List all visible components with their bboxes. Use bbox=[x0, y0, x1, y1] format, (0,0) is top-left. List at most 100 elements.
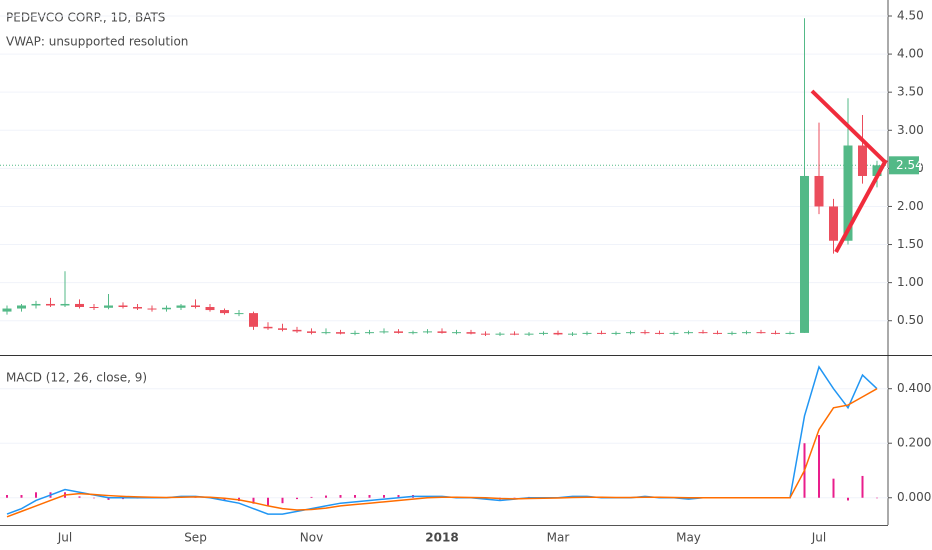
candle-body bbox=[75, 303, 84, 308]
histogram-bar bbox=[368, 495, 371, 498]
histogram-bar bbox=[296, 497, 298, 500]
candle-body bbox=[684, 332, 693, 334]
candle-body bbox=[771, 332, 780, 334]
y-tick-label: 0.4000 bbox=[897, 381, 932, 395]
histogram-bar bbox=[267, 497, 269, 506]
x-tick-label: May bbox=[676, 531, 701, 545]
candle-body bbox=[191, 305, 200, 308]
candle-body bbox=[524, 333, 534, 335]
candle-body bbox=[756, 332, 766, 334]
candle-body bbox=[17, 305, 26, 309]
candle-body bbox=[539, 332, 548, 334]
candle-body bbox=[2, 308, 12, 312]
candle-body bbox=[104, 305, 113, 308]
candle-body bbox=[350, 332, 360, 334]
candle-body bbox=[814, 175, 824, 207]
x-tick-label: Jul bbox=[811, 531, 826, 545]
x-tick-label: Nov bbox=[300, 531, 323, 545]
candle-body bbox=[481, 333, 490, 335]
y-tick-label: 4.50 bbox=[897, 8, 924, 22]
histogram-bar bbox=[35, 492, 37, 498]
candle-body bbox=[408, 332, 418, 334]
histogram-bar bbox=[876, 497, 878, 499]
y-tick-label: 3.50 bbox=[897, 85, 924, 99]
candle-body bbox=[147, 308, 157, 310]
candle-body bbox=[234, 313, 244, 315]
indicator-label: VWAP: unsupported resolution bbox=[6, 35, 188, 49]
candle-body bbox=[162, 307, 171, 310]
x-tick-label: 2018 bbox=[425, 531, 458, 545]
candle-body bbox=[394, 331, 403, 333]
histogram-bar bbox=[339, 495, 342, 498]
y-tick-label: 4.00 bbox=[897, 47, 924, 61]
candle-body bbox=[510, 333, 519, 335]
candle-body bbox=[495, 333, 505, 335]
last-price-label: 2.54 bbox=[896, 158, 923, 172]
y-tick-label: 3.00 bbox=[897, 123, 924, 137]
candle-body bbox=[597, 332, 606, 334]
candle-body bbox=[176, 305, 186, 308]
trend-lines bbox=[810, 89, 888, 253]
histogram-bar bbox=[397, 495, 400, 498]
histogram-bar bbox=[281, 497, 284, 504]
candle-body bbox=[452, 332, 461, 334]
candle-body bbox=[626, 332, 635, 334]
candle-body bbox=[466, 332, 476, 334]
candle-body bbox=[742, 332, 751, 334]
histogram-bar bbox=[354, 495, 356, 498]
candle-body bbox=[640, 332, 650, 334]
candle-body bbox=[379, 331, 389, 333]
y-tick-label: 1.00 bbox=[897, 275, 924, 289]
candle-body bbox=[118, 305, 128, 308]
macd-line bbox=[6, 388, 878, 518]
candle-body bbox=[365, 332, 374, 334]
candle-body bbox=[336, 332, 345, 334]
histogram-bar bbox=[252, 497, 255, 504]
y-tick-label: 2.00 bbox=[897, 199, 924, 213]
histogram-bar bbox=[818, 435, 820, 498]
candle-body bbox=[872, 165, 882, 176]
candle-body bbox=[843, 145, 853, 241]
x-tick-label: Sep bbox=[184, 531, 207, 545]
histogram-bar bbox=[107, 497, 110, 500]
candle-body bbox=[292, 329, 302, 332]
chart-title: PEDEVCO CORP., 1D, BATS bbox=[6, 11, 165, 25]
histogram-bar bbox=[847, 497, 849, 501]
histogram-bar bbox=[861, 475, 864, 498]
histogram-bar bbox=[93, 497, 95, 499]
candle-body bbox=[800, 175, 809, 333]
last-price-box bbox=[889, 156, 919, 175]
x-tick-label: Jul bbox=[57, 531, 72, 545]
histogram-bar bbox=[78, 496, 81, 498]
candle-body bbox=[133, 307, 142, 309]
histogram-bar bbox=[513, 497, 516, 499]
candle-body bbox=[89, 307, 99, 309]
candle-body bbox=[31, 303, 41, 306]
candle-body bbox=[278, 328, 287, 330]
candle-body bbox=[611, 332, 621, 334]
candle-body bbox=[727, 332, 737, 334]
candle-body bbox=[46, 303, 55, 306]
trend-line bbox=[834, 159, 888, 253]
candle-body bbox=[698, 332, 708, 334]
candle-body bbox=[669, 332, 679, 334]
macd-title: MACD (12, 26, close, 9) bbox=[6, 371, 147, 385]
candle-body bbox=[582, 332, 592, 334]
histogram-bar bbox=[20, 495, 23, 498]
y-tick-label: 1.50 bbox=[897, 237, 924, 251]
candle-body bbox=[437, 331, 447, 333]
histogram-bar bbox=[832, 478, 835, 498]
candle-body bbox=[220, 310, 229, 314]
candle-body bbox=[785, 332, 795, 334]
candle-body bbox=[713, 332, 722, 334]
candle-body bbox=[249, 313, 258, 327]
candle-body bbox=[263, 326, 273, 329]
candle-body bbox=[829, 206, 838, 241]
histogram-bar bbox=[6, 495, 8, 498]
histogram-bar bbox=[310, 496, 313, 498]
candle-body bbox=[307, 331, 316, 333]
